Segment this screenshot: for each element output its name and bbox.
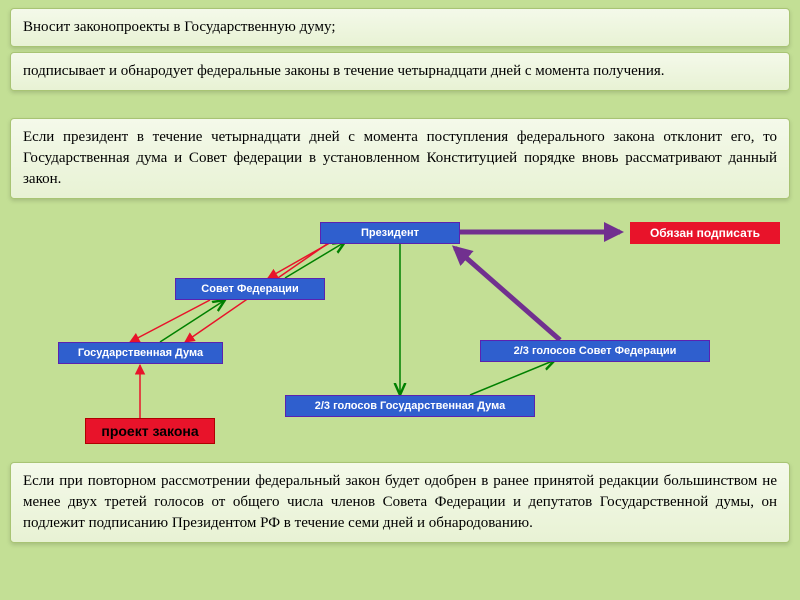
edge-sovfed-gosduma <box>130 300 210 342</box>
edge-23sf-president <box>455 248 560 340</box>
node-two-thirds-sovfed: 2/3 голосов Совет Федерации <box>480 340 710 362</box>
node-two-thirds-gosduma: 2/3 голосов Государственная Дума <box>285 395 535 417</box>
textbox-override: Если при повторном рассмотрении федераль… <box>10 462 790 543</box>
edge-gosduma-sovfed <box>160 300 225 342</box>
node-president: Президент <box>320 222 460 244</box>
edge-president-sovfed <box>268 240 335 278</box>
node-law-project: проект закона <box>85 418 215 444</box>
node-oblige-sign: Обязан подписать <box>630 222 780 244</box>
edge-sovfed-president <box>285 242 345 278</box>
node-gosduma: Государственная Дума <box>58 342 223 364</box>
textbox-sign-publish: подписывает и обнародует федеральные зак… <box>10 52 790 91</box>
node-sovfed: Совет Федерации <box>175 278 325 300</box>
textbox-intro-bills: Вносит законопроекты в Государственную д… <box>10 8 790 47</box>
edge-23gd-23sf <box>470 360 555 395</box>
textbox-rejection: Если президент в течение четырнадцати дн… <box>10 118 790 199</box>
